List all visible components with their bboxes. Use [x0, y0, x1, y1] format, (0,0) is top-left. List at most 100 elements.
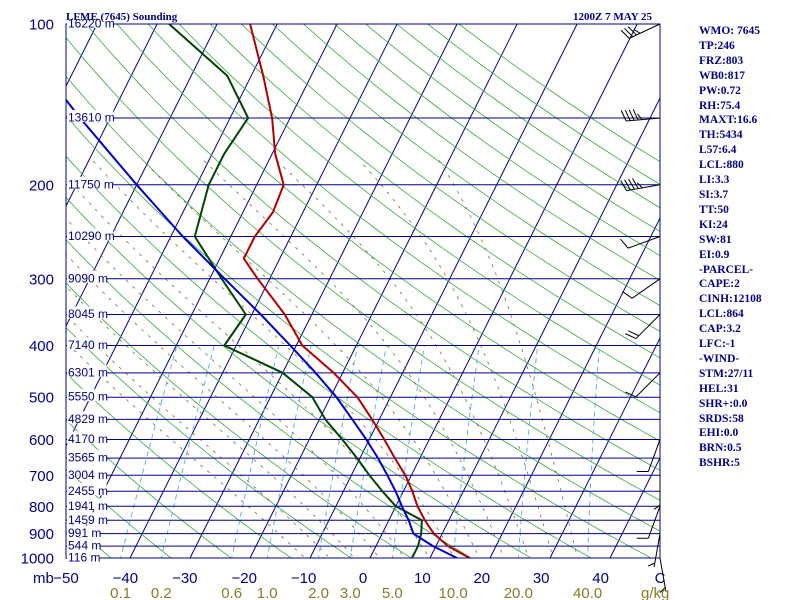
series-dewpoint-line — [168, 24, 423, 558]
dry-adiabat-line — [66, 372, 292, 558]
moist-adiabat-line — [359, 160, 554, 558]
height-label-bg — [67, 176, 114, 189]
index-item: SI:3.7 — [699, 188, 729, 201]
dry-adiabat-line — [66, 197, 532, 558]
isotherm-line — [489, 217, 660, 558]
wind-barb — [625, 372, 661, 398]
pressure-tick-label: 200 — [29, 177, 54, 194]
wind-barb — [659, 557, 667, 593]
wind-barb — [625, 314, 661, 340]
index-item: PW:0.72 — [699, 84, 741, 97]
wind-barb — [620, 236, 661, 249]
pressure-tick-label: 600 — [29, 432, 54, 449]
isotherm-line — [369, 24, 638, 558]
temperature-tick-label: 30 — [533, 570, 550, 587]
index-item: SRDS:58 — [699, 412, 744, 425]
dry-adiabat-line — [66, 468, 172, 558]
height-label: 13610 m — [68, 111, 115, 125]
wind-barb — [620, 23, 661, 39]
dry-adiabat-line — [66, 327, 352, 558]
series-parcel-line — [66, 98, 458, 558]
index-item: -WIND- — [699, 352, 740, 365]
mixing-ratio-tick-labels: 0.1 0.2 0.6 1.0 2.0 3.0 5.0 10.0 20.0 40.0 — [110, 585, 602, 600]
isotherm-line — [429, 97, 660, 558]
height-label-bg — [67, 483, 107, 496]
dry-adiabat-line — [66, 36, 660, 501]
dry-adiabat-line — [66, 155, 592, 558]
mixing-ratio-tick-label: 0.2 — [151, 585, 172, 600]
height-label: 11750 m — [68, 177, 114, 191]
height-label: 991 m — [68, 526, 101, 540]
mixing-ratio-tick-label: 3.0 — [340, 585, 361, 600]
moist-adiabat-line — [276, 160, 529, 558]
index-item: CINH:12108 — [699, 293, 762, 306]
pressure-tick-label: 800 — [29, 499, 54, 516]
sounding-time: 1200Z 7 MAY 25 — [573, 11, 652, 23]
index-item: RH:75.4 — [699, 99, 741, 112]
index-item: L57:6.4 — [699, 144, 737, 157]
temperature-tick-labels: −50 −40 −30 −20 −10 0 10 20 30 40 C — [53, 570, 665, 587]
mixing-unit-label: g/kg — [641, 585, 669, 600]
height-label-bg — [67, 270, 107, 283]
isotherm-line — [66, 24, 278, 448]
wind-barb — [647, 533, 661, 568]
pressure-tick-label: 700 — [29, 468, 54, 485]
mixing-ratio-tick-label: 10.0 — [439, 585, 468, 600]
index-item: LI:3.3 — [699, 174, 730, 187]
temperature-tick-label: −40 — [113, 570, 138, 587]
index-item: TH:5434 — [699, 129, 743, 142]
dry-adiabat-line — [66, 75, 660, 532]
index-item: KI:24 — [699, 218, 728, 231]
index-item: BSHR:5 — [699, 457, 740, 470]
dry-adiabat-line — [334, 24, 660, 257]
index-item: LFC:-1 — [699, 338, 736, 351]
pressure-tick-label: 1000 — [21, 551, 54, 568]
mixing-ratio-line — [266, 345, 312, 558]
dry-adiabat-line — [209, 24, 660, 359]
index-item: FRZ:803 — [699, 54, 744, 67]
height-label: 9090 m — [68, 271, 108, 285]
pressure-tick-label: 900 — [29, 526, 54, 543]
height-label-bg — [67, 525, 100, 538]
index-item: STM:27/11 — [699, 367, 754, 380]
height-label-bg — [67, 110, 114, 123]
pressure-tick-label: 300 — [29, 271, 54, 288]
mixing-ratio-tick-label: 1.0 — [257, 585, 278, 600]
isotherm-line — [129, 24, 398, 558]
isotherm-line — [609, 456, 660, 558]
height-label: 10290 m — [68, 229, 115, 243]
temperature-tick-label: 0 — [359, 570, 367, 587]
index-item: WB0:817 — [699, 69, 745, 82]
isotherm-line — [249, 24, 518, 558]
index-item: SHR+:0.0 — [699, 397, 748, 410]
dry-adiabat-line — [66, 115, 652, 558]
mixing-ratio-tick-label: 20.0 — [504, 585, 533, 600]
dry-adiabat-line — [66, 419, 232, 558]
isotherm-line — [66, 24, 218, 328]
height-label-bg — [67, 538, 100, 551]
mixing-ratio-tick-label: 0.6 — [221, 585, 242, 600]
isotherm-line — [309, 24, 578, 558]
index-item: -PARCEL- — [699, 263, 754, 276]
height-label: 3565 m — [68, 451, 108, 465]
height-label-bg — [67, 364, 107, 377]
plot-background — [66, 24, 660, 558]
pressure-tick-labels: 100 200 300 400 500 600 700 800 900 1000 — [21, 17, 54, 568]
moist-adiabat-line — [438, 160, 579, 558]
dry-adiabat-line — [85, 24, 660, 471]
temperature-tick-label: −30 — [172, 570, 197, 587]
index-item: TP:246 — [699, 39, 735, 52]
sounding-indices-panel: WMO: 7645 TP:246 FRZ:803 WB0:817 PW:0.72 RH:7… — [699, 24, 799, 471]
moist-adiabat-line — [142, 160, 480, 558]
height-label: 1459 m — [68, 513, 108, 527]
index-item: EHI:0.0 — [699, 427, 739, 440]
mixing-ratio-tick-label: 0.1 — [110, 585, 131, 600]
dry-adiabat-line — [303, 24, 660, 281]
wind-barb — [622, 278, 661, 299]
height-label-bg — [67, 411, 107, 424]
height-label-bg — [67, 467, 107, 480]
height-label-bg — [67, 512, 107, 525]
series-temperature-line — [242, 24, 471, 558]
mixing-ratio-line — [120, 345, 178, 558]
